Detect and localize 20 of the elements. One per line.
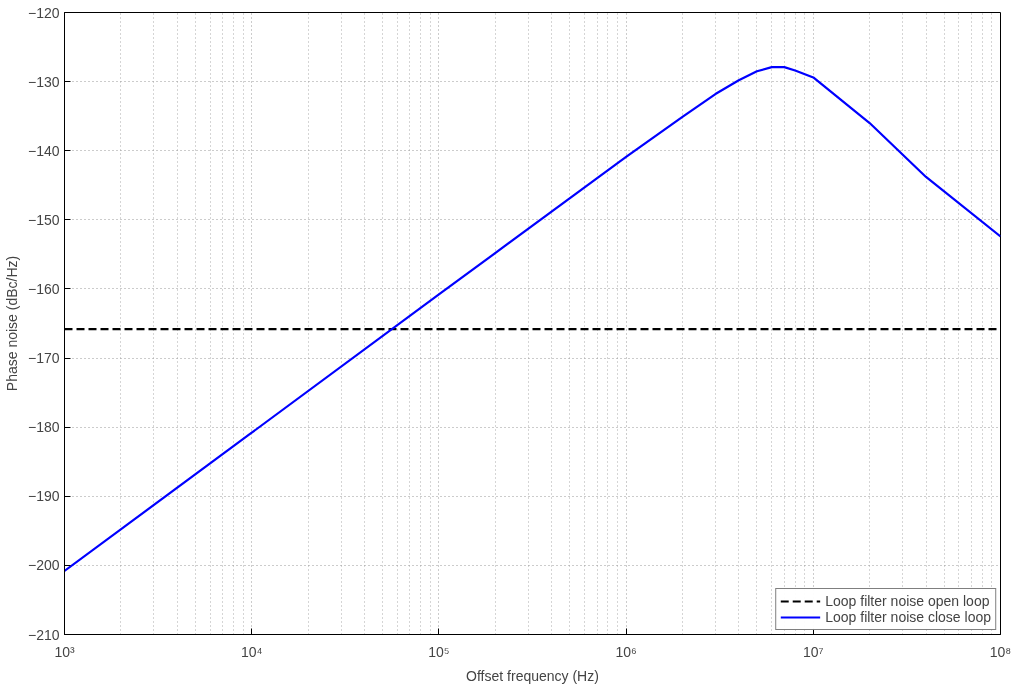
x-tick-label: 10⁶: [615, 643, 637, 660]
y-tick-label: −210: [27, 626, 60, 643]
y-tick-label: −150: [27, 211, 60, 228]
x-tick-label: 10³: [54, 643, 75, 660]
y-tick-label: −160: [27, 280, 60, 297]
y-tick-label: −200: [27, 557, 60, 574]
y-tick-label: −170: [27, 350, 60, 367]
y-axis-title: Phase noise (dBc/Hz): [3, 255, 20, 392]
y-tick-label: −190: [27, 488, 60, 505]
y-tick-label: −180: [27, 419, 60, 436]
x-tick-label: 10⁵: [428, 643, 450, 660]
x-tick-label: 10⁷: [802, 643, 824, 660]
x-axis-title: Offset frequency (Hz): [466, 667, 599, 684]
legend-label: Loop filter noise close loop: [825, 609, 991, 625]
y-tick-label: −120: [27, 4, 60, 21]
x-tick-label: 10⁴: [240, 643, 263, 660]
x-tick-label: 10⁸: [989, 643, 1012, 660]
y-tick-label: −130: [27, 73, 60, 90]
legend-label: Loop filter noise open loop: [825, 593, 990, 609]
y-tick-label: −140: [27, 142, 60, 159]
